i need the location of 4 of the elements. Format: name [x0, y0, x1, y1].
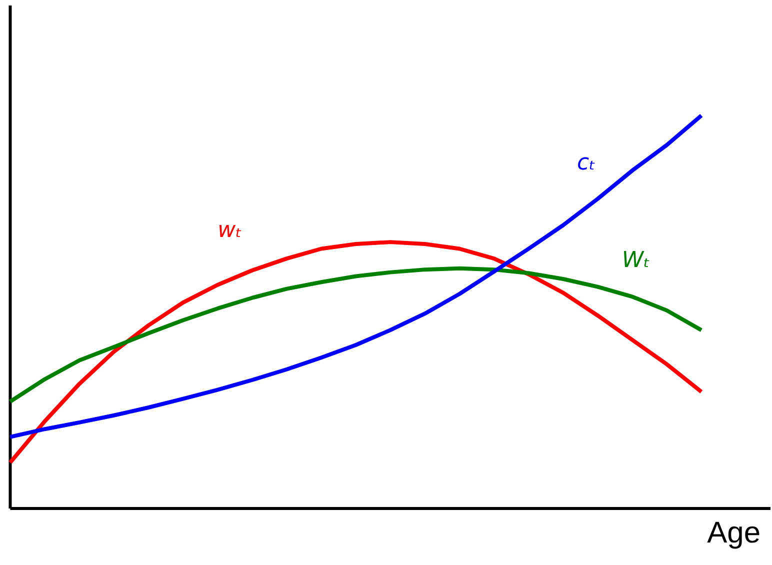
x-axis-title: Age [707, 516, 761, 550]
series-label: Wₜ [622, 248, 650, 274]
series-label: wₜ [218, 218, 242, 243]
series-label: cₜ [576, 150, 596, 176]
